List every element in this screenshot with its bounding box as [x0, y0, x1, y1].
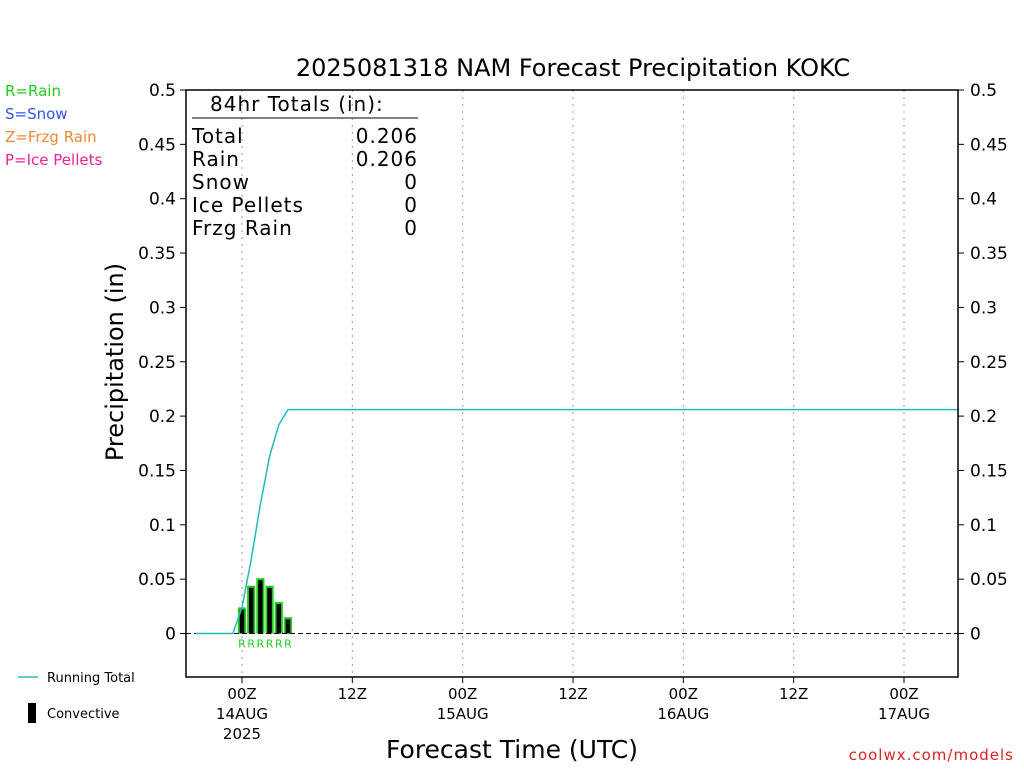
totals-value: 0: [404, 193, 418, 217]
ptype-mark: R: [247, 638, 255, 651]
ptype-mark: R: [257, 638, 265, 651]
ptype-legend-item: S=Snow: [5, 105, 68, 123]
x-tick-date-label: 16AUG: [657, 705, 709, 723]
ptype-legend-item: R=Rain: [5, 82, 61, 100]
y-axis-left: 0 0.05 0.1 0.15 0.2 0.25 0.3 0.35 0.4 0.45 0.5: [138, 81, 186, 645]
convective-bar: [267, 587, 272, 634]
y-tick-label-left: 0.15: [138, 461, 176, 481]
y-tick-label-left: 0.05: [138, 570, 176, 590]
x-tick-label: 00Z: [227, 685, 256, 703]
ptype-legend: R=Rain S=Snow Z=Frzg Rain P=Ice Pellets: [5, 82, 102, 169]
y-tick-label-right: 0.15: [970, 461, 1008, 481]
y-tick-label-left: 0.5: [149, 81, 176, 101]
x-tick-label: 12Z: [338, 685, 367, 703]
precip-bars: [237, 578, 293, 634]
x-tick-year-label: 2025: [223, 725, 261, 743]
ptype-mark: R: [275, 638, 283, 651]
y-tick-label-left: 0.35: [138, 244, 176, 264]
running-total-legend-label: Running Total: [47, 671, 135, 686]
x-axis: 00Z 14AUG 2025 12Z 00Z 15AUG 12Z 00Z 16AUG 12Z 00Z…: [216, 677, 930, 743]
y-tick-label-right: 0.35: [970, 244, 1008, 264]
running-total-line: [196, 408, 960, 635]
y-tick-label-right: 0.5: [970, 81, 997, 101]
x-tick-date-label: 14AUG: [216, 705, 268, 723]
totals-box: 84hr Totals (in): Total 0.206 Rain 0.206 Snow…: [191, 92, 418, 240]
y-tick-label-right: 0.45: [970, 135, 1008, 155]
vertical-grid: [241, 90, 905, 677]
chart-title: 2025081318 NAM Forecast Precipitation KO…: [296, 54, 850, 82]
convective-bar: [285, 619, 291, 634]
convective-bar: [239, 609, 245, 634]
y-tick-label-left: 0.25: [138, 353, 176, 373]
y-tick-label-right: 0.3: [970, 298, 997, 318]
bottom-legend: Running Total Convective: [18, 671, 135, 723]
y-tick-label-left: 0: [165, 625, 176, 645]
totals-label: Rain: [192, 147, 240, 171]
y-axis-right: 0 0.05 0.1 0.15 0.2 0.25 0.3 0.35 0.4 0.45 0.5: [958, 81, 1008, 645]
watermark: coolwx.com/models: [849, 746, 1014, 764]
totals-header: 84hr Totals (in):: [210, 92, 384, 116]
y-tick-label-right: 0.25: [970, 353, 1008, 373]
x-axis-label: Forecast Time (UTC): [386, 735, 638, 764]
totals-value: 0.206: [356, 147, 418, 171]
y-tick-label-right: 0.2: [970, 407, 997, 427]
totals-label: Frzg Rain: [192, 216, 293, 240]
x-tick-date-label: 15AUG: [437, 705, 489, 723]
convective-legend-label: Convective: [47, 707, 120, 722]
totals-label: Snow: [192, 170, 250, 194]
totals-value: 0: [404, 170, 418, 194]
x-tick-label: 00Z: [889, 685, 918, 703]
totals-value: 0: [404, 216, 418, 240]
convective-bar: [258, 580, 263, 634]
y-tick-label-left: 0.4: [149, 190, 176, 210]
y-tick-label-right: 0.05: [970, 570, 1008, 590]
totals-label: Ice Pellets: [192, 193, 304, 217]
x-tick-date-label: 17AUG: [878, 705, 930, 723]
ptype-mark: R: [284, 638, 292, 651]
y-tick-label-right: 0: [970, 625, 981, 645]
y-tick-label-right: 0.4: [970, 190, 997, 210]
convective-legend-swatch: [28, 703, 36, 723]
x-tick-label: 12Z: [558, 685, 587, 703]
ptype-legend-item: Z=Frzg Rain: [5, 128, 97, 146]
y-tick-label-left: 0.1: [149, 516, 176, 536]
x-tick-label: 00Z: [669, 685, 698, 703]
ptype-legend-item: P=Ice Pellets: [5, 151, 102, 169]
totals-label: Total: [191, 124, 244, 148]
x-tick-label: 00Z: [448, 685, 477, 703]
y-tick-label-left: 0.45: [138, 135, 176, 155]
x-tick-label: 12Z: [779, 685, 808, 703]
y-tick-label-left: 0.3: [149, 298, 176, 318]
convective-bar: [276, 604, 282, 634]
ptype-mark: R: [238, 638, 246, 651]
ptype-mark: R: [266, 638, 274, 651]
plot-frame: [185, 89, 959, 678]
y-tick-label-right: 0.1: [970, 516, 997, 536]
convective-bar: [248, 587, 254, 634]
y-axis-label: Precipitation (in): [101, 263, 129, 461]
totals-value: 0.206: [356, 124, 418, 148]
y-tick-label-left: 0.2: [149, 407, 176, 427]
